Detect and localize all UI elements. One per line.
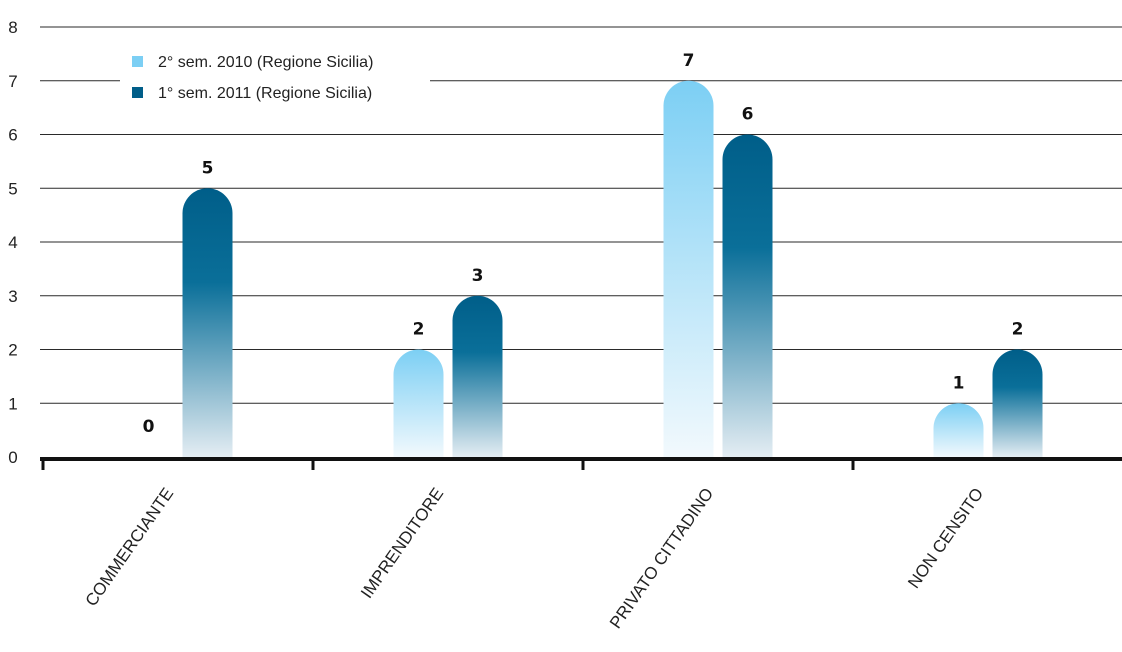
category-labels: COMMERCIANTE IMPRENDITORE PRIVATO CITTADIN… — [82, 484, 988, 632]
data-label: 2 — [1012, 320, 1024, 340]
data-label: 5 — [202, 158, 214, 178]
bar-2011-0 — [182, 188, 233, 457]
category-label: COMMERCIANTE — [82, 484, 178, 609]
y-tick-label: 5 — [8, 179, 17, 198]
y-tick-label: 7 — [8, 72, 17, 91]
data-label: 6 — [742, 105, 754, 125]
legend-label-2010: 2° sem. 2010 (Regione Sicilia) — [158, 54, 373, 71]
legend-swatch-2011 — [132, 87, 143, 98]
y-tick-label: 3 — [8, 287, 17, 306]
category-label: PRIVATO CITTADINO — [606, 484, 717, 632]
bar-2011-2 — [722, 134, 773, 457]
data-label: 7 — [683, 51, 695, 71]
bar-2011-1 — [452, 295, 503, 457]
legend-swatch-2010 — [132, 56, 143, 67]
legend: 2° sem. 2010 (Regione Sicilia) 1° sem. 2… — [120, 40, 430, 110]
y-tick-label: 0 — [8, 448, 17, 467]
legend-label-2011: 1° sem. 2011 (Regione Sicilia) — [158, 85, 372, 102]
bars — [182, 80, 1043, 457]
data-label: 0 — [143, 417, 155, 437]
y-tick-label: 1 — [8, 394, 17, 413]
y-tick-label: 2 — [8, 341, 17, 360]
data-label: 2 — [413, 320, 425, 340]
category-label: IMPRENDITORE — [357, 484, 447, 601]
bar-2010-2 — [663, 80, 714, 457]
x-axis — [40, 457, 1122, 470]
y-tick-label: 8 — [8, 18, 17, 37]
bar-2010-3 — [933, 403, 984, 457]
category-label: NON CENSITO — [904, 484, 987, 591]
y-tick-label: 6 — [8, 126, 17, 145]
bar-2011-3 — [992, 349, 1043, 457]
data-labels: 0 5 2 3 7 6 1 2 — [143, 51, 1024, 437]
y-tick-label: 4 — [8, 233, 17, 252]
y-axis-ticks: 0 1 2 3 4 5 6 7 8 — [8, 18, 17, 467]
bar-2010-1 — [393, 349, 444, 457]
data-label: 1 — [953, 373, 965, 393]
data-label: 3 — [472, 266, 484, 286]
